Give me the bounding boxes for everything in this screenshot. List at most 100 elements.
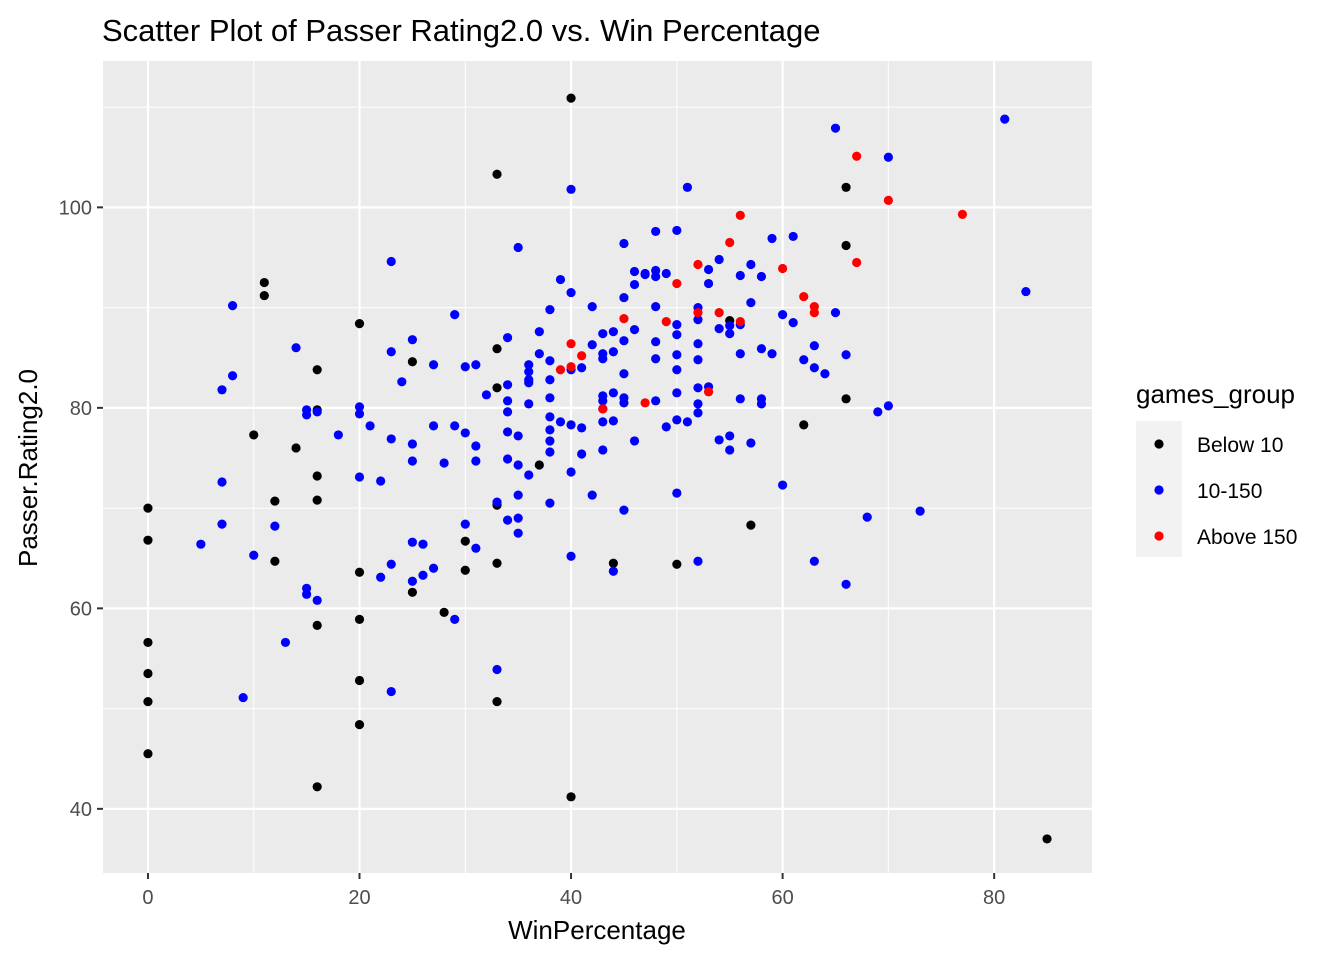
point-10-150 [302,410,312,420]
point-10-150 [672,320,682,330]
point-above-150 [703,387,714,397]
point-10-150 [672,488,682,498]
point-below-10 [312,495,322,505]
point-10-150 [217,519,227,529]
point-below-10 [608,558,618,568]
point-10-150 [545,447,555,457]
legend: games_group Below 10 10-150 Above 150 [1136,379,1297,557]
point-10-150 [545,425,555,435]
point-below-10 [492,696,502,707]
point-10-150 [873,407,883,417]
point-10-150 [545,305,555,315]
point-below-10 [143,637,153,648]
point-10-150 [407,537,417,547]
legend-key-2 [1154,531,1164,541]
point-below-10 [841,394,851,404]
point-above-150 [735,210,745,220]
x-axis: 0 20 40 60 80 [142,873,1005,909]
point-10-150 [661,422,671,432]
point-above-150 [809,308,819,318]
point-10-150 [693,556,703,566]
point-10-150 [672,365,682,375]
point-10-150 [672,388,682,398]
point-above-150 [957,209,968,219]
point-below-10 [143,696,153,707]
point-below-10 [354,614,365,624]
point-10-150 [513,431,523,441]
point-above-150 [693,308,703,318]
point-below-10 [746,520,756,530]
point-10-150 [608,327,618,337]
point-10-150 [566,551,576,561]
point-above-150 [852,151,862,161]
point-10-150 [513,490,523,500]
point-10-150 [693,355,703,365]
point-10-150 [566,420,576,430]
grid-major [103,61,1092,873]
point-above-150 [555,365,566,375]
point-below-10 [312,365,322,375]
point-10-150 [386,686,396,697]
point-10-150 [555,274,566,285]
point-10-150 [270,521,280,531]
point-10-150 [502,407,513,417]
x-tick-label: 20 [348,887,370,909]
point-10-150 [608,416,618,426]
y-tick-label: 40 [70,799,92,821]
point-10-150 [746,297,756,308]
point-below-10 [143,503,153,513]
point-10-150 [407,576,417,586]
point-10-150 [460,428,470,438]
point-above-150 [883,195,893,205]
point-10-150 [756,344,767,354]
point-10-150 [418,570,428,580]
point-10-150 [524,399,534,409]
point-above-150 [566,339,576,349]
point-below-10 [312,620,322,630]
point-above-150 [598,404,608,414]
point-10-150 [450,310,460,320]
point-10-150 [238,692,248,703]
point-10-150 [407,456,417,466]
point-above-150 [799,291,809,302]
point-10-150 [312,407,322,417]
point-10-150 [428,360,439,370]
point-10-150 [841,350,851,360]
point-10-150 [386,434,396,444]
point-10-150 [746,438,756,448]
point-below-10 [291,443,301,453]
point-10-150 [217,477,227,487]
point-10-150 [460,362,470,372]
y-tick-label: 80 [70,398,92,420]
point-below-10 [492,344,502,354]
y-tick-label: 60 [70,598,92,620]
point-10-150 [502,380,513,390]
point-10-150 [830,123,841,133]
point-10-150 [428,421,439,431]
point-10-150 [830,308,841,318]
point-above-150 [714,308,724,318]
point-10-150 [693,408,703,418]
point-10-150 [915,506,925,516]
point-10-150 [714,254,724,265]
point-10-150 [1021,286,1031,297]
point-10-150 [545,498,555,508]
point-10-150 [450,614,460,624]
point-10-150 [249,550,259,560]
point-10-150 [227,301,238,311]
point-10-150 [725,445,735,455]
point-10-150 [735,394,745,404]
point-below-10 [841,182,851,192]
point-below-10 [672,559,682,569]
point-10-150 [725,321,735,331]
point-below-10 [566,93,576,103]
point-10-150 [820,369,830,379]
point-10-150 [619,292,629,303]
point-10-150 [693,339,703,349]
point-below-10 [492,169,502,179]
point-10-150 [577,423,587,433]
point-above-150 [640,398,650,408]
point-10-150 [196,539,206,549]
data-points [143,93,1052,844]
